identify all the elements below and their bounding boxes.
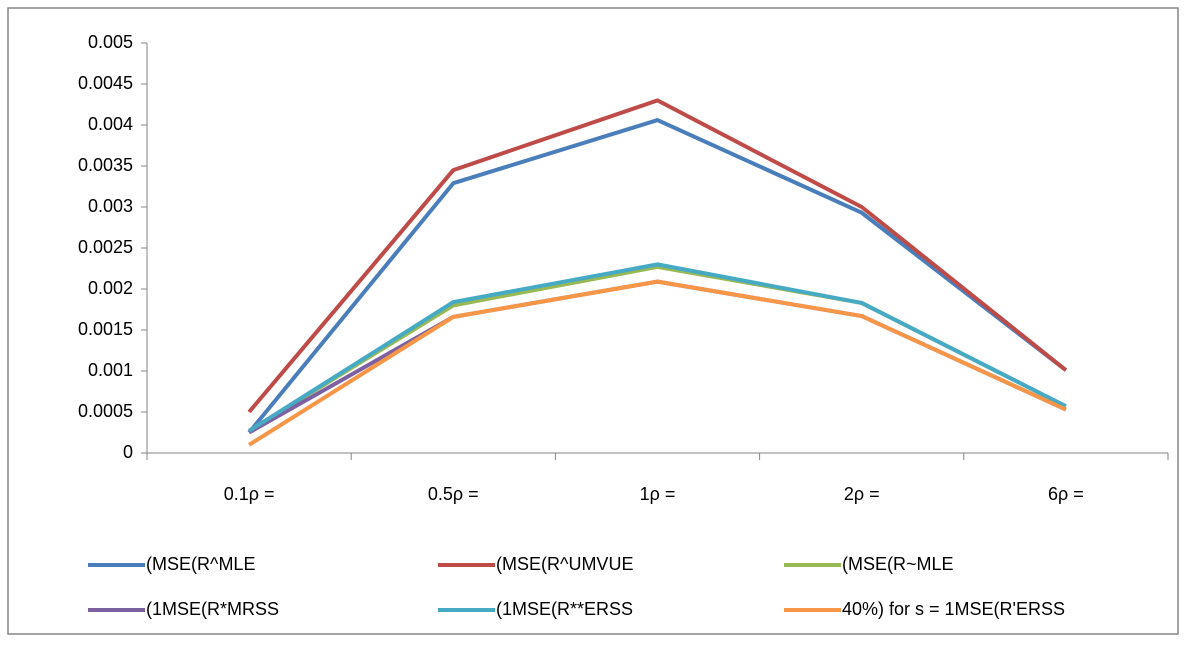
y-tick-label: 0.0045 xyxy=(78,73,133,93)
y-tick-label: 0 xyxy=(123,442,133,462)
y-tick-label: 0.005 xyxy=(88,32,133,52)
y-tick-label: 0.004 xyxy=(88,114,133,134)
legend-label: (MSE(R^MLE xyxy=(146,554,255,574)
legend-label: (MSE(R^UMVUE xyxy=(496,554,633,574)
chart-border xyxy=(7,7,1179,635)
series-line xyxy=(247,98,1068,414)
series-line xyxy=(248,262,1067,433)
legend-label: (1MSE(R**ERSS xyxy=(496,599,633,619)
y-tick-label: 0.0015 xyxy=(78,319,133,339)
x-tick-label: 0.1ρ = xyxy=(224,484,275,504)
x-tick-label: 2ρ = xyxy=(844,484,880,504)
y-tick-label: 0.0035 xyxy=(78,155,133,175)
x-tick-label: 1ρ = xyxy=(640,484,676,504)
x-tick-label: 0.5ρ = xyxy=(428,484,479,504)
y-tick-label: 0.001 xyxy=(88,360,133,380)
series-line xyxy=(248,279,1067,447)
legend-label: (1MSE(R*MRSS xyxy=(146,599,279,619)
y-tick-label: 0.002 xyxy=(88,278,133,298)
legend-label: (MSE(R~MLE xyxy=(842,554,954,574)
y-tick-label: 0.0005 xyxy=(78,401,133,421)
y-tick-label: 0.0025 xyxy=(78,237,133,257)
x-tick-label: 6ρ = xyxy=(1048,484,1084,504)
y-tick-label: 0.003 xyxy=(88,196,133,216)
series-line xyxy=(247,118,1068,434)
legend-label: 40%) for s = 1MSE(R'ERSS xyxy=(842,599,1065,619)
